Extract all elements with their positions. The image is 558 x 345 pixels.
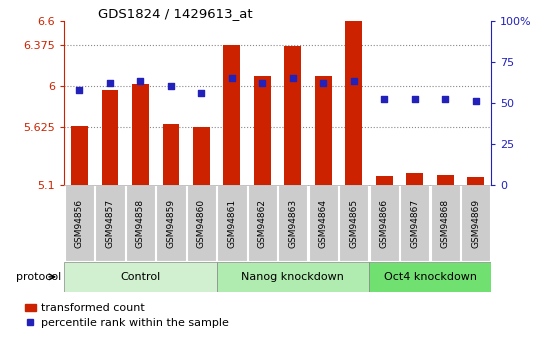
Bar bbox=[65, 185, 94, 262]
Text: GSM94868: GSM94868 bbox=[441, 199, 450, 248]
Text: GSM94869: GSM94869 bbox=[472, 199, 480, 248]
Text: protocol: protocol bbox=[16, 272, 61, 282]
Point bbox=[410, 97, 419, 102]
Text: Control: Control bbox=[121, 272, 161, 282]
Bar bbox=[132, 84, 149, 185]
Text: GSM94860: GSM94860 bbox=[197, 199, 206, 248]
Bar bbox=[254, 77, 271, 185]
Bar bbox=[345, 18, 362, 185]
Bar bbox=[162, 125, 179, 185]
Bar bbox=[193, 127, 210, 185]
Point bbox=[136, 79, 145, 84]
Text: GSM94867: GSM94867 bbox=[410, 199, 419, 248]
Bar bbox=[248, 185, 277, 262]
Bar bbox=[156, 185, 185, 262]
Bar bbox=[376, 176, 393, 185]
Text: GSM94866: GSM94866 bbox=[380, 199, 389, 248]
Bar bbox=[406, 172, 423, 185]
Point bbox=[380, 97, 389, 102]
Point bbox=[105, 80, 114, 86]
Text: Oct4 knockdown: Oct4 knockdown bbox=[383, 272, 477, 282]
Text: GSM94865: GSM94865 bbox=[349, 199, 358, 248]
Text: GSM94859: GSM94859 bbox=[166, 199, 175, 248]
Bar bbox=[285, 46, 301, 185]
Bar bbox=[102, 90, 118, 185]
Bar bbox=[461, 185, 490, 262]
Bar bbox=[95, 185, 124, 262]
Point bbox=[319, 80, 328, 86]
Point bbox=[228, 75, 237, 81]
Bar bbox=[431, 185, 460, 262]
Bar bbox=[217, 185, 247, 262]
Legend: transformed count, percentile rank within the sample: transformed count, percentile rank withi… bbox=[25, 303, 229, 328]
Text: GDS1824 / 1429613_at: GDS1824 / 1429613_at bbox=[98, 7, 253, 20]
Bar bbox=[224, 45, 240, 185]
Point bbox=[441, 97, 450, 102]
Bar bbox=[71, 126, 88, 185]
Point bbox=[349, 79, 358, 84]
Point bbox=[166, 83, 175, 89]
Bar bbox=[468, 177, 484, 185]
Bar bbox=[309, 185, 338, 262]
Bar bbox=[278, 185, 307, 262]
Text: GSM94858: GSM94858 bbox=[136, 199, 145, 248]
Bar bbox=[217, 262, 369, 292]
Bar bbox=[126, 185, 155, 262]
Point bbox=[288, 75, 297, 81]
Bar bbox=[64, 262, 217, 292]
Text: GSM94862: GSM94862 bbox=[258, 199, 267, 248]
Point bbox=[197, 90, 206, 96]
Bar bbox=[400, 185, 430, 262]
Text: GSM94861: GSM94861 bbox=[227, 199, 237, 248]
Bar bbox=[369, 262, 491, 292]
Bar bbox=[437, 175, 454, 185]
Text: GSM94864: GSM94864 bbox=[319, 199, 328, 248]
Text: GSM94863: GSM94863 bbox=[288, 199, 297, 248]
Text: GSM94857: GSM94857 bbox=[105, 199, 114, 248]
Text: Nanog knockdown: Nanog knockdown bbox=[242, 272, 344, 282]
Bar bbox=[315, 77, 331, 185]
Point bbox=[472, 98, 480, 104]
Point bbox=[258, 80, 267, 86]
Text: GSM94856: GSM94856 bbox=[75, 199, 84, 248]
Bar bbox=[370, 185, 399, 262]
Bar bbox=[187, 185, 216, 262]
Bar bbox=[339, 185, 368, 262]
Point bbox=[75, 87, 84, 92]
